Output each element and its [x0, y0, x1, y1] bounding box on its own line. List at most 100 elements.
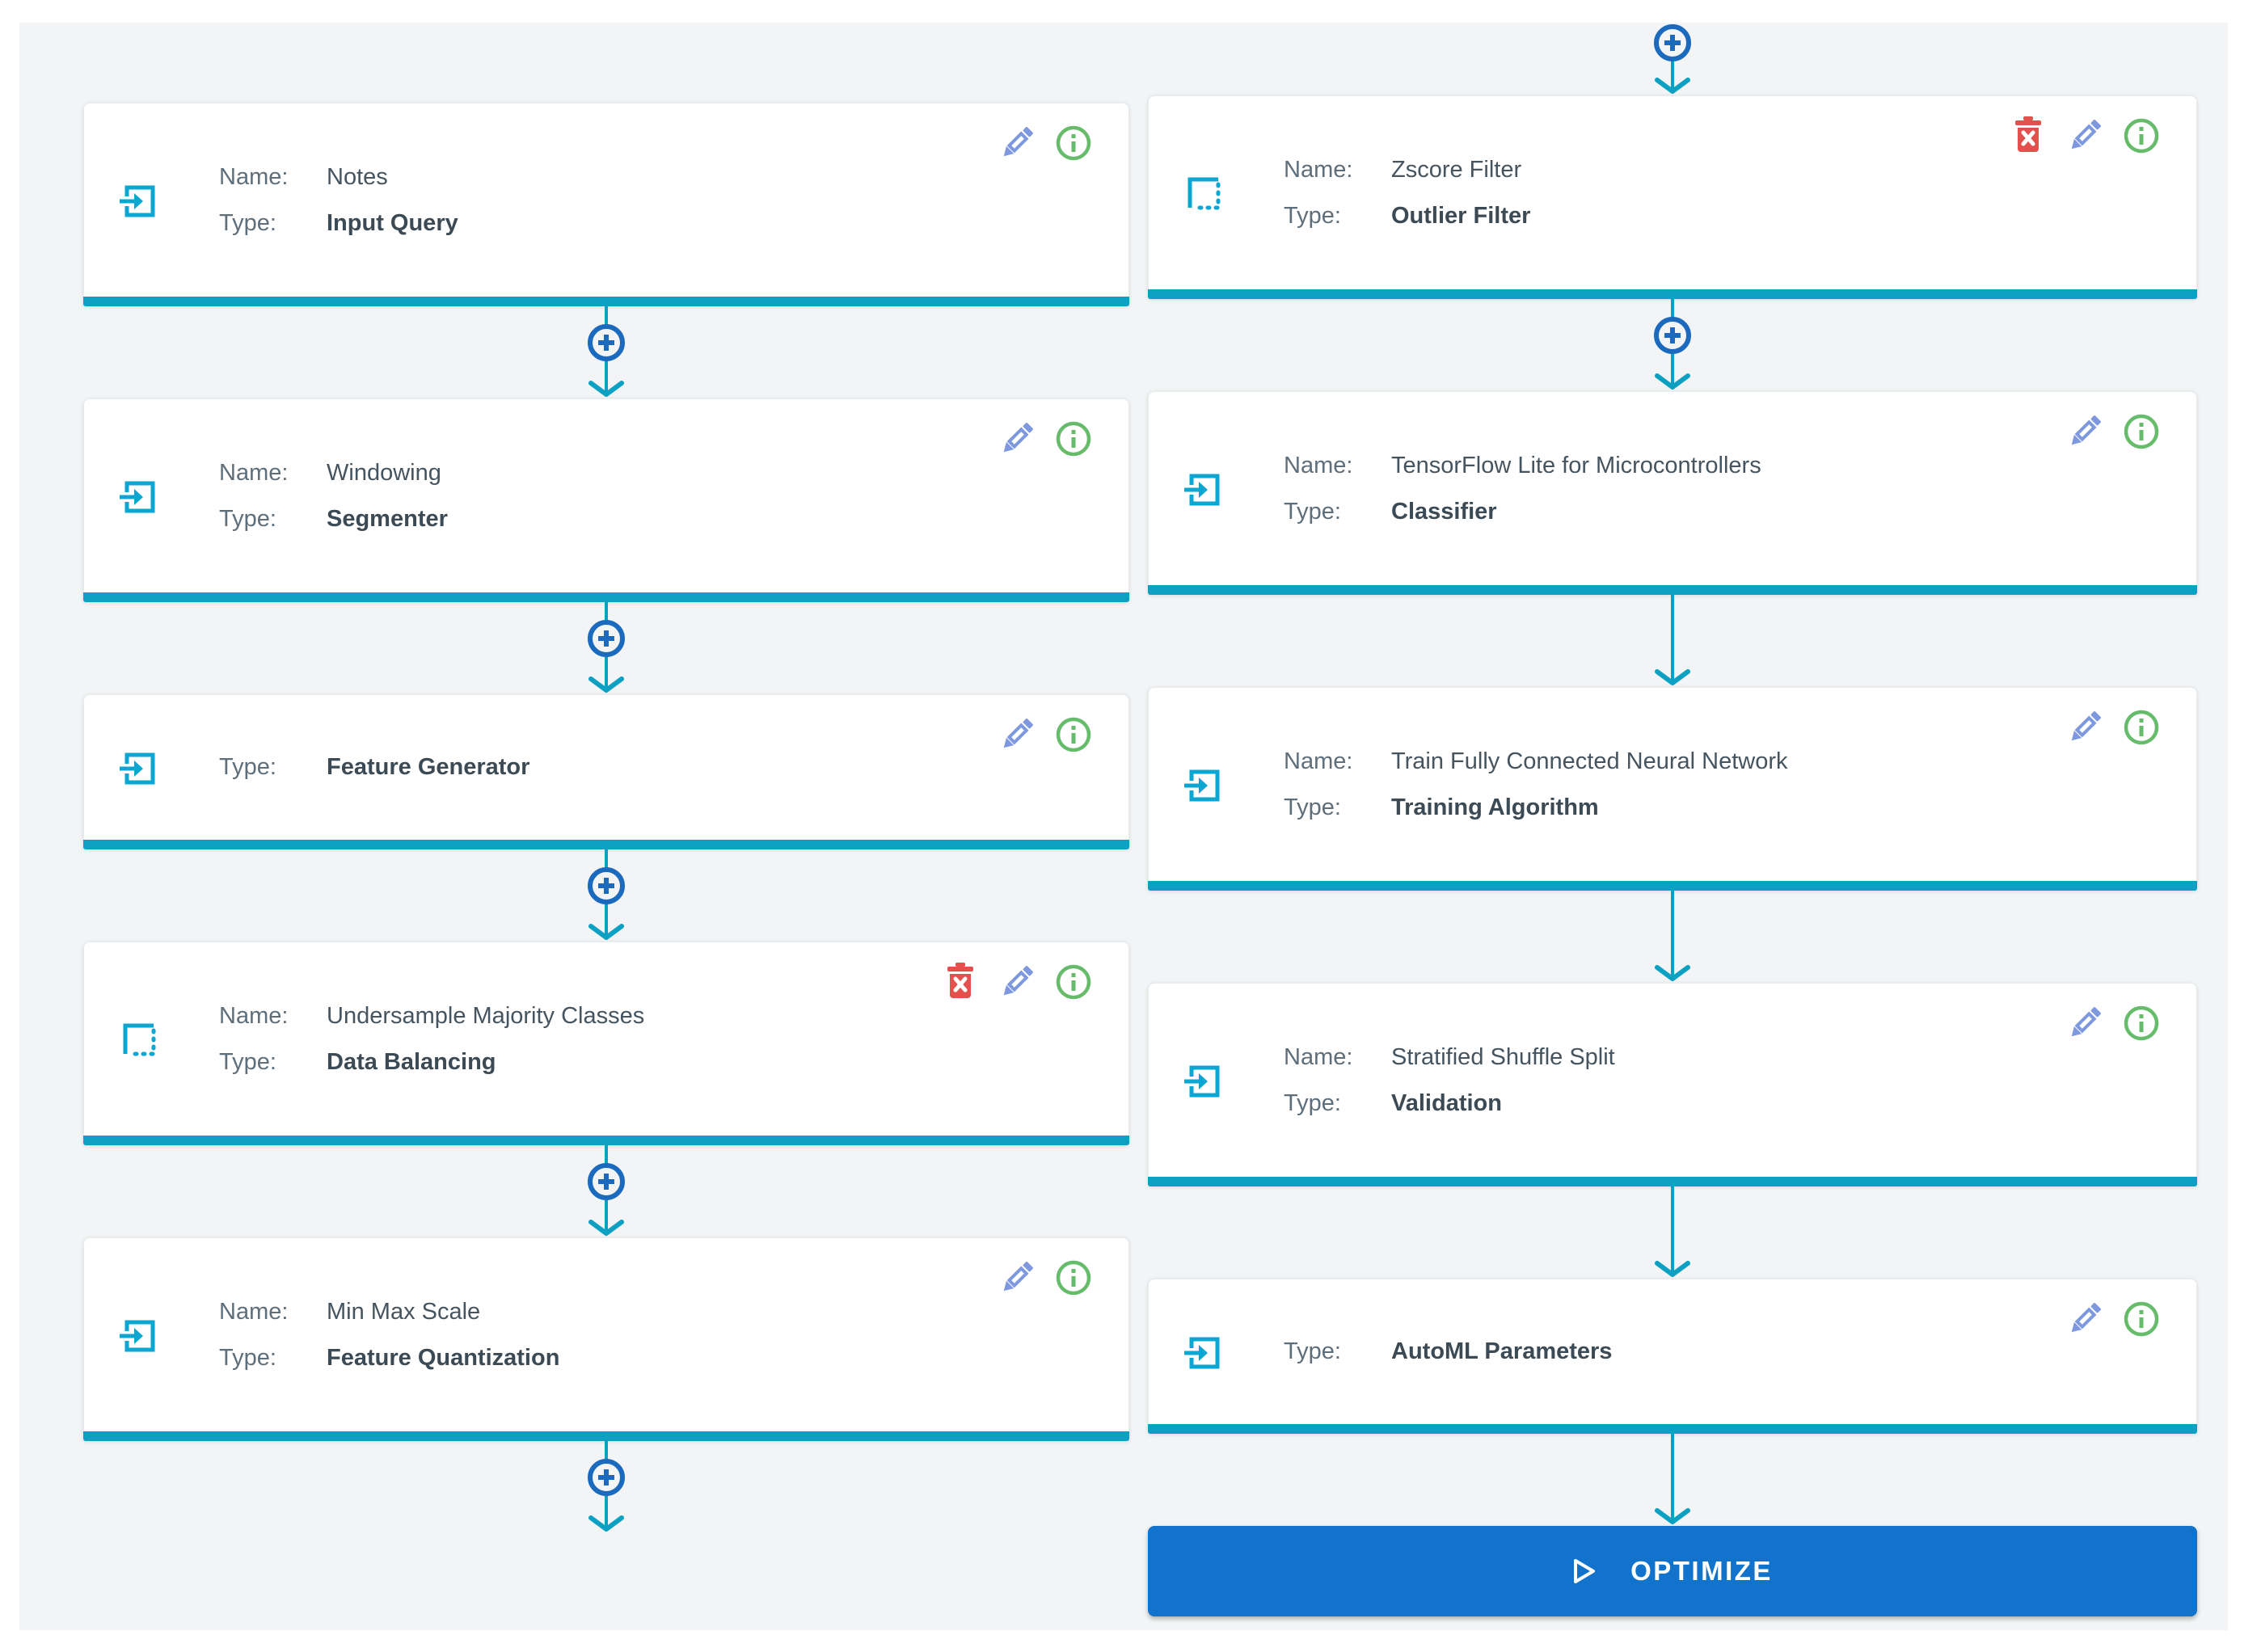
edit-icon[interactable]	[2065, 1299, 2104, 1339]
info-icon[interactable]	[2122, 116, 2161, 156]
pipeline-step-card[interactable]: Name: Stratified Shuffle Split Type: Val…	[1148, 983, 2197, 1186]
input-icon	[118, 179, 160, 221]
pipeline-step-card[interactable]: Name: Min Max Scale Type: Feature Quanti…	[83, 1237, 1129, 1441]
type-label: Type:	[1284, 202, 1341, 229]
connector-with-add	[1148, 299, 2197, 391]
step-name-value: Stratified Shuffle Split	[1391, 1043, 1615, 1070]
info-icon[interactable]	[2122, 707, 2161, 748]
name-row: Name: Undersample Majority Classes	[219, 1002, 644, 1030]
connector-arrow	[1148, 891, 2197, 983]
type-label: Type:	[219, 209, 276, 236]
connector-with-add	[83, 306, 1129, 398]
step-name-value: Windowing	[327, 459, 441, 486]
pipeline-step-card[interactable]: Name: Zscore Filter Type: Outlier Filter	[1148, 95, 2197, 299]
name-label: Name:	[219, 1002, 289, 1029]
connector-with-add	[83, 1145, 1129, 1237]
step-name-value: TensorFlow Lite for Microcontrollers	[1391, 452, 1761, 478]
add-step-button[interactable]	[1654, 24, 1691, 61]
type-row: Type: Segmenter	[219, 505, 448, 533]
edit-icon[interactable]	[998, 714, 1036, 755]
info-icon[interactable]	[1054, 419, 1093, 459]
step-fields: Name: Undersample Majority Classes Type:…	[219, 1002, 644, 1077]
type-label: Type:	[1284, 1338, 1341, 1365]
step-fields: Type: AutoML Parameters	[1284, 1338, 1612, 1366]
pipeline-steps-right: Name: Zscore Filter Type: Outlier Filter	[1148, 24, 2197, 1526]
input-icon	[118, 747, 160, 789]
type-row: Type: Training Algorithm	[1284, 794, 1788, 822]
pipeline-step-card[interactable]: Type: AutoML Parameters	[1148, 1279, 2197, 1434]
add-step-button[interactable]	[588, 324, 625, 361]
info-icon[interactable]	[2122, 1003, 2161, 1043]
edit-icon[interactable]	[998, 1258, 1036, 1298]
name-label: Name:	[219, 163, 289, 190]
step-type-value: Training Algorithm	[1391, 794, 1599, 820]
connector-with-add	[83, 1441, 1129, 1533]
name-label: Name:	[1284, 748, 1353, 774]
type-row: Type: Validation	[1284, 1089, 1615, 1118]
pipeline-step-card[interactable]: Type: Feature Generator	[83, 694, 1129, 849]
add-step-button[interactable]	[1654, 317, 1691, 354]
delete-icon[interactable]	[2009, 116, 2048, 156]
card-accent-bar	[83, 840, 1129, 849]
name-label: Name:	[219, 459, 289, 486]
arrow-head-icon	[587, 381, 626, 398]
pipeline-step-card[interactable]: Name: Windowing Type: Segmenter	[83, 398, 1129, 602]
add-step-button[interactable]	[588, 867, 625, 904]
connector-line	[1671, 595, 1674, 682]
connector-arrow	[1148, 1434, 2197, 1526]
step-fields: Name: Zscore Filter Type: Outlier Filter	[1284, 156, 1530, 230]
name-row: Name: Windowing	[219, 459, 448, 487]
pipeline-step-card[interactable]: Name: Undersample Majority Classes Type:…	[83, 942, 1129, 1145]
info-icon[interactable]	[1054, 714, 1093, 755]
card-actions	[998, 1258, 1093, 1298]
optimize-label: OPTIMIZE	[1630, 1556, 1773, 1586]
edit-icon[interactable]	[998, 419, 1036, 459]
add-step-button[interactable]	[588, 1163, 625, 1200]
connector-line	[1671, 1186, 1674, 1274]
name-label: Name:	[219, 1298, 289, 1325]
card-accent-bar	[1148, 585, 2197, 595]
arrow-head-icon	[587, 1515, 626, 1533]
edit-icon[interactable]	[2065, 116, 2104, 156]
connector-with-add	[83, 602, 1129, 694]
connector-arrow	[1148, 595, 2197, 687]
input-icon	[1183, 468, 1225, 510]
add-step-button[interactable]	[588, 620, 625, 657]
arrow-head-icon	[1653, 1508, 1692, 1526]
info-icon[interactable]	[2122, 411, 2161, 452]
card-actions	[998, 714, 1093, 755]
edit-icon[interactable]	[998, 962, 1036, 1002]
step-name-value: Undersample Majority Classes	[327, 1002, 645, 1029]
step-type-value: Segmenter	[327, 505, 448, 532]
edit-icon[interactable]	[998, 123, 1036, 163]
arrow-head-icon	[1653, 1261, 1692, 1279]
info-icon[interactable]	[2122, 1299, 2161, 1339]
step-type-value: Feature Generator	[327, 754, 530, 781]
step-fields: Name: Min Max Scale Type: Feature Quanti…	[219, 1298, 559, 1372]
info-icon[interactable]	[1054, 962, 1093, 1002]
pipeline-step-card[interactable]: Name: Notes Type: Input Query	[83, 103, 1129, 306]
name-row: Name: TensorFlow Lite for Microcontrolle…	[1284, 452, 1761, 480]
card-accent-bar	[1148, 289, 2197, 299]
step-fields: Name: Stratified Shuffle Split Type: Val…	[1284, 1043, 1615, 1118]
info-icon[interactable]	[1054, 1258, 1093, 1298]
step-name-value: Train Fully Connected Neural Network	[1391, 748, 1788, 774]
arrow-head-icon	[587, 1220, 626, 1237]
pipeline-step-card[interactable]: Name: TensorFlow Lite for Microcontrolle…	[1148, 391, 2197, 595]
type-label: Type:	[219, 1048, 276, 1075]
card-accent-bar	[1148, 881, 2197, 891]
pipeline-column-right: Name: Zscore Filter Type: Outlier Filter	[1148, 24, 2197, 1616]
pipeline-step-card[interactable]: Name: Train Fully Connected Neural Netwo…	[1148, 687, 2197, 891]
edit-icon[interactable]	[2065, 411, 2104, 452]
type-label: Type:	[1284, 498, 1341, 525]
delete-icon[interactable]	[941, 962, 980, 1002]
edit-icon[interactable]	[2065, 1003, 2104, 1043]
add-step-button[interactable]	[588, 1459, 625, 1496]
name-row: Name: Stratified Shuffle Split	[1284, 1043, 1615, 1072]
edit-icon[interactable]	[2065, 707, 2104, 748]
dashed-box-icon	[1183, 172, 1225, 214]
step-name-value: Notes	[327, 163, 388, 190]
info-icon[interactable]	[1054, 123, 1093, 163]
arrow-head-icon	[1653, 78, 1692, 95]
optimize-button[interactable]: OPTIMIZE	[1148, 1526, 2197, 1616]
